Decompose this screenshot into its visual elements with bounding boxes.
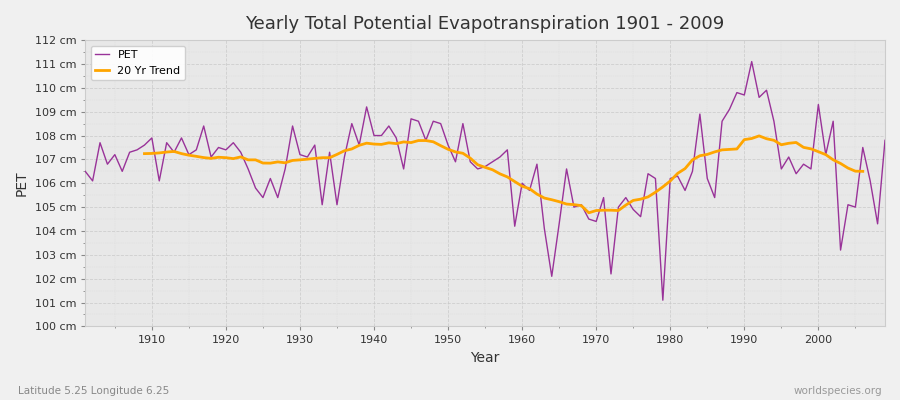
PET <box>80 169 91 174</box>
PET <box>746 59 757 64</box>
Text: worldspecies.org: worldspecies.org <box>794 386 882 396</box>
PET <box>509 224 520 229</box>
PET <box>606 272 616 276</box>
X-axis label: Year: Year <box>471 351 500 365</box>
Y-axis label: PET: PET <box>15 170 29 196</box>
20 Yr Trend <box>302 157 313 162</box>
20 Yr Trend <box>517 184 527 189</box>
20 Yr Trend <box>140 151 150 156</box>
PET <box>140 143 150 148</box>
PET <box>302 155 313 160</box>
PET <box>346 121 357 126</box>
PET <box>657 298 668 302</box>
20 Yr Trend <box>606 208 616 212</box>
20 Yr Trend <box>509 179 520 184</box>
20 Yr Trend <box>346 146 357 151</box>
Line: 20 Yr Trend: 20 Yr Trend <box>145 136 863 213</box>
Legend: PET, 20 Yr Trend: PET, 20 Yr Trend <box>91 46 185 80</box>
Line: PET: PET <box>86 62 885 300</box>
Text: Latitude 5.25 Longitude 6.25: Latitude 5.25 Longitude 6.25 <box>18 386 169 396</box>
PET <box>879 138 890 143</box>
PET <box>517 181 527 186</box>
Title: Yearly Total Potential Evapotranspiration 1901 - 2009: Yearly Total Potential Evapotranspiratio… <box>246 15 724 33</box>
